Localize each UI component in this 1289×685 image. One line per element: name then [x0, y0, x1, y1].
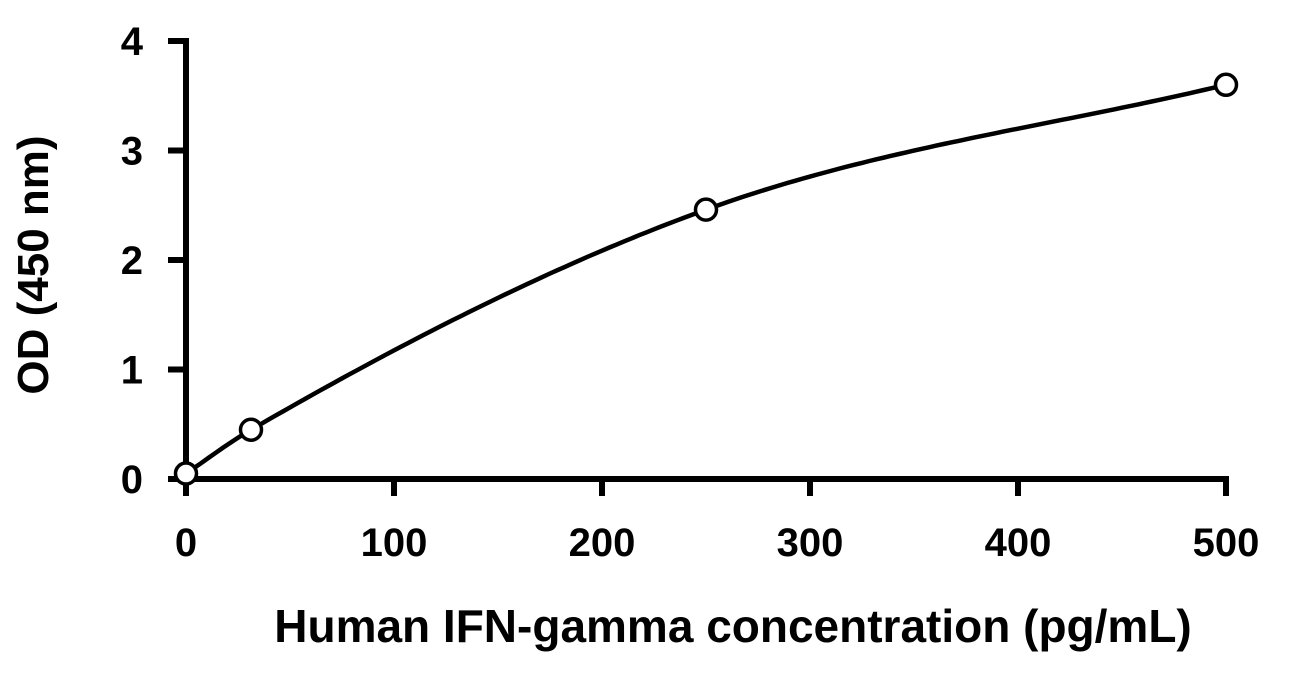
y-tick-label: 2	[121, 239, 143, 283]
x-tick-label: 400	[985, 521, 1052, 565]
data-point-marker	[1213, 72, 1239, 98]
standard-curve-line	[183, 82, 1229, 476]
x-axis-tick-labels: 0 100 200 300 400 500	[175, 521, 1260, 565]
data-point-marker	[693, 197, 719, 222]
y-tick-label: 3	[121, 130, 143, 174]
y-axis-title: OD (450 nm)	[9, 135, 58, 394]
x-tick-label: 200	[569, 521, 636, 565]
y-tick-label: 4	[121, 20, 144, 64]
x-axis-title: Human IFN-gamma concentration (pg/mL)	[274, 600, 1191, 652]
x-tick-label: 100	[361, 521, 428, 565]
data-point-marker	[238, 417, 264, 442]
x-tick-label: 500	[1193, 521, 1260, 565]
y-tick-label: 1	[121, 349, 143, 393]
x-tick-label: 0	[175, 521, 197, 565]
y-axis-tick-labels: 0 1 2 3 4	[121, 20, 144, 502]
data-point-marker	[173, 461, 199, 486]
data-point-markers	[173, 72, 1239, 486]
y-tick-label: 0	[121, 458, 143, 502]
x-tick-label: 300	[777, 521, 844, 565]
